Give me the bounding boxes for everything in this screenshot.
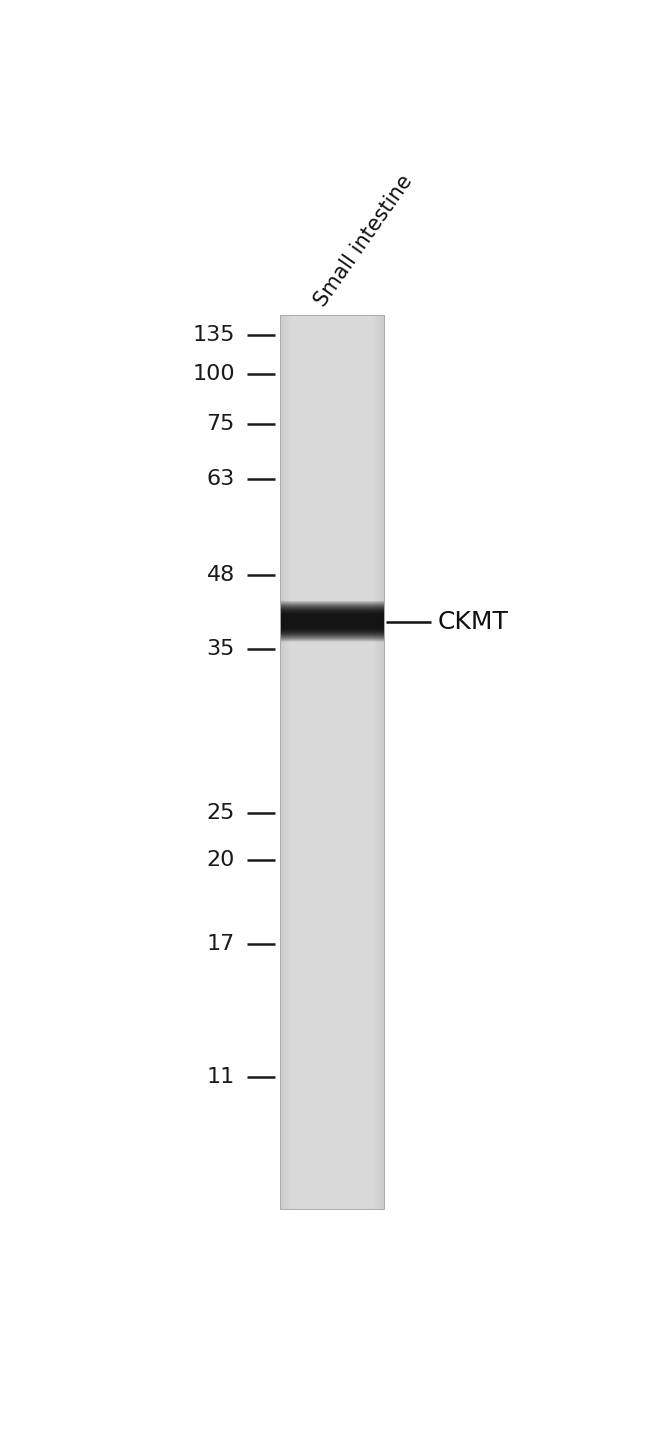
Text: 135: 135 [192,325,235,345]
Bar [280,315,383,1209]
Text: 25: 25 [207,802,235,823]
Text: CKMT: CKMT [437,610,508,635]
Text: 35: 35 [207,639,235,659]
Text: 11: 11 [207,1066,235,1086]
Text: 48: 48 [207,565,235,585]
Text: 100: 100 [192,364,235,384]
Text: 75: 75 [207,414,235,434]
Text: 63: 63 [207,469,235,489]
Text: Small intestine: Small intestine [311,171,416,310]
Text: 20: 20 [207,851,235,870]
Text: 17: 17 [207,934,235,954]
